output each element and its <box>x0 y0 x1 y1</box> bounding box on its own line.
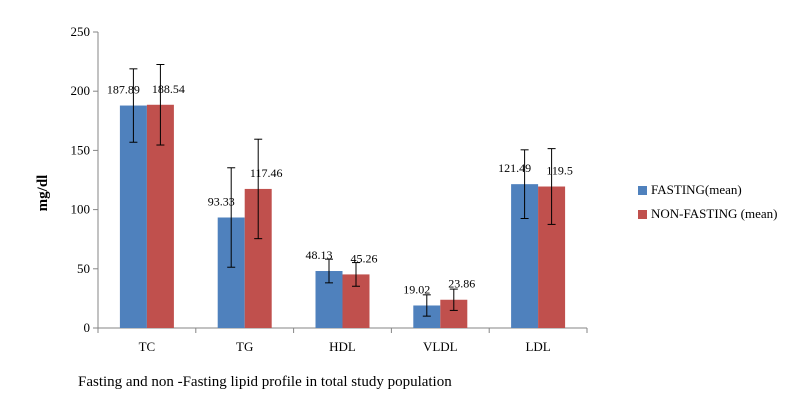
x-tick-label: VLDL <box>423 339 458 354</box>
x-tick-label: TG <box>236 339 253 354</box>
data-label: 48.13 <box>306 248 333 262</box>
data-label: 45.26 <box>351 251 378 265</box>
legend-swatch-fasting <box>638 185 647 195</box>
x-tick-label: TC <box>139 339 156 354</box>
x-tick-label: HDL <box>329 339 356 354</box>
y-tick-label: 0 <box>84 320 91 335</box>
data-label: 117.46 <box>250 166 283 180</box>
y-tick-label: 50 <box>77 261 90 276</box>
data-label: 121.49 <box>498 161 531 175</box>
y-tick-label: 200 <box>71 83 91 98</box>
y-tick-label: 150 <box>71 142 91 157</box>
data-label: 188.54 <box>152 82 185 96</box>
data-label: 19.02 <box>403 282 430 296</box>
data-label: 23.86 <box>448 277 475 291</box>
legend-item-non-fasting: NON-FASTING (mean) <box>638 202 777 226</box>
legend-label-fasting: FASTING(mean) <box>651 182 742 197</box>
y-tick-label: 100 <box>71 202 91 217</box>
y-axis-label: mg/dl <box>35 175 51 212</box>
data-label: 93.33 <box>208 194 235 208</box>
legend-label-non-fasting: NON-FASTING (mean) <box>651 206 778 221</box>
data-label: 119.5 <box>546 164 573 178</box>
legend: FASTING(mean) NON-FASTING (mean) <box>638 178 777 226</box>
y-tick-label: 250 <box>71 24 91 39</box>
legend-swatch-non-fasting <box>638 209 647 219</box>
legend-item-fasting: FASTING(mean) <box>638 178 777 202</box>
data-label: 187.89 <box>107 83 140 97</box>
x-tick-label: LDL <box>525 339 550 354</box>
chart-caption: Fasting and non -Fasting lipid profile i… <box>78 374 452 390</box>
bar-fasting <box>413 305 441 328</box>
